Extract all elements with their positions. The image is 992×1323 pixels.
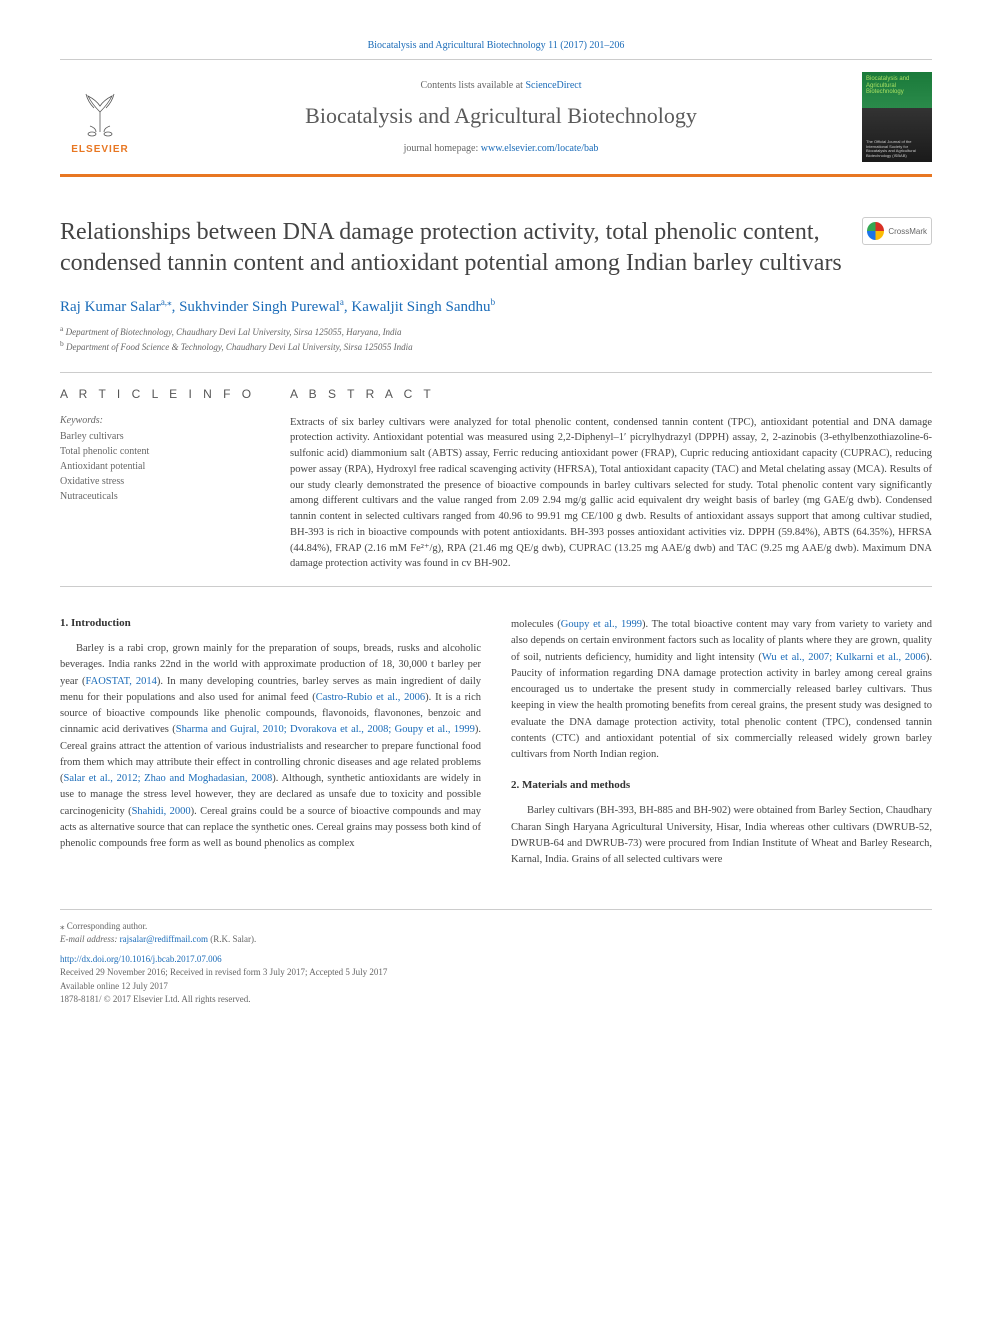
body-columns: 1. Introduction Barley is a rabi crop, g… bbox=[60, 617, 932, 868]
divider bbox=[60, 586, 932, 587]
issn-copyright: 1878-8181/ © 2017 Elsevier Ltd. All righ… bbox=[60, 993, 932, 1007]
intro-heading: 1. Introduction bbox=[60, 617, 481, 629]
affiliation-a: Department of Biotechnology, Chaudhary D… bbox=[66, 327, 402, 337]
abstract: A B S T R A C T Extracts of six barley c… bbox=[290, 387, 932, 573]
elsevier-tree-icon bbox=[70, 80, 130, 140]
sciencedirect-link[interactable]: ScienceDirect bbox=[525, 80, 581, 91]
ref-link[interactable]: Wu et al., 2007; Kulkarni et al., 2006 bbox=[762, 652, 926, 663]
column-right: molecules (Goupy et al., 1999). The tota… bbox=[511, 617, 932, 868]
crossmark-label: CrossMark bbox=[888, 227, 927, 236]
contents-prefix: Contents lists available at bbox=[420, 80, 525, 91]
intro-paragraph: Barley is a rabi crop, grown mainly for … bbox=[60, 641, 481, 852]
elsevier-wordmark: ELSEVIER bbox=[71, 144, 128, 155]
cover-title: Biocatalysis and Agricultural Biotechnol… bbox=[866, 76, 928, 96]
methods-heading: 2. Materials and methods bbox=[511, 779, 932, 791]
email-line: E-mail address: rajsalar@rediffmail.com … bbox=[60, 933, 932, 947]
ref-link[interactable]: Shahidi, 2000 bbox=[132, 806, 191, 817]
keywords-label: Keywords: bbox=[60, 415, 260, 426]
journal-cover-thumbnail[interactable]: Biocatalysis and Agricultural Biotechnol… bbox=[862, 72, 932, 162]
methods-paragraph: Barley cultivars (BH-393, BH-885 and BH-… bbox=[511, 803, 932, 868]
crossmark-icon bbox=[867, 222, 884, 240]
email-link[interactable]: rajsalar@rediffmail.com bbox=[120, 934, 208, 944]
affiliations: a Department of Biotechnology, Chaudhary… bbox=[60, 324, 932, 353]
article-info-heading: A R T I C L E I N F O bbox=[60, 387, 260, 401]
elsevier-logo[interactable]: ELSEVIER bbox=[60, 80, 140, 155]
author-3-affil: b bbox=[491, 297, 496, 307]
doi-link[interactable]: http://dx.doi.org/10.1016/j.bcab.2017.07… bbox=[60, 954, 222, 964]
ref-link[interactable]: Goupy et al., 1999 bbox=[561, 619, 642, 630]
masthead-center: Contents lists available at ScienceDirec… bbox=[140, 80, 862, 154]
ref-link[interactable]: Sharma and Gujral, 2010; Dvorakova et al… bbox=[176, 724, 475, 735]
ref-link[interactable]: Castro-Rubio et al., 2006 bbox=[316, 692, 425, 703]
article-title: Relationships between DNA damage protect… bbox=[60, 217, 932, 279]
article-info: A R T I C L E I N F O Keywords: Barley c… bbox=[60, 387, 260, 573]
divider bbox=[60, 372, 932, 373]
online-date: Available online 12 July 2017 bbox=[60, 980, 932, 994]
email-tail: (R.K. Salar). bbox=[208, 934, 256, 944]
journal-issue-link[interactable]: Biocatalysis and Agricultural Biotechnol… bbox=[60, 40, 932, 51]
keywords-list: Barley cultivars Total phenolic content … bbox=[60, 429, 260, 504]
homepage-link[interactable]: www.elsevier.com/locate/bab bbox=[481, 143, 599, 154]
email-label: E-mail address: bbox=[60, 934, 120, 944]
footer: ⁎ Corresponding author. E-mail address: … bbox=[60, 909, 932, 1007]
abstract-heading: A B S T R A C T bbox=[290, 387, 932, 401]
intro-paragraph-cont: molecules (Goupy et al., 1999). The tota… bbox=[511, 617, 932, 763]
cover-subtitle: The Official Journal of the Internationa… bbox=[866, 140, 928, 158]
ref-link[interactable]: FAOSTAT, 2014 bbox=[86, 676, 157, 687]
ref-link[interactable]: Salar et al., 2012; Zhao and Moghadasian… bbox=[64, 773, 273, 784]
corresponding-author: ⁎ Corresponding author. bbox=[60, 920, 932, 934]
info-abstract-row: A R T I C L E I N F O Keywords: Barley c… bbox=[60, 387, 932, 573]
contents-line: Contents lists available at ScienceDirec… bbox=[160, 80, 842, 91]
author-3[interactable]: , Kawaljit Singh Sandhu bbox=[344, 299, 491, 315]
homepage-prefix: journal homepage: bbox=[404, 143, 481, 154]
article-header: CrossMark Relationships between DNA dama… bbox=[60, 217, 932, 354]
column-left: 1. Introduction Barley is a rabi crop, g… bbox=[60, 617, 481, 868]
journal-name: Biocatalysis and Agricultural Biotechnol… bbox=[160, 103, 842, 129]
abstract-text: Extracts of six barley cultivars were an… bbox=[290, 415, 932, 573]
author-list: Raj Kumar Salara,⁎, Sukhvinder Singh Pur… bbox=[60, 297, 932, 316]
received-dates: Received 29 November 2016; Received in r… bbox=[60, 966, 932, 980]
crossmark-badge[interactable]: CrossMark bbox=[862, 217, 932, 245]
author-1[interactable]: Raj Kumar Salar bbox=[60, 299, 161, 315]
author-2[interactable]: , Sukhvinder Singh Purewal bbox=[172, 299, 340, 315]
homepage-line: journal homepage: www.elsevier.com/locat… bbox=[160, 143, 842, 154]
masthead: ELSEVIER Contents lists available at Sci… bbox=[60, 59, 932, 177]
affiliation-b: Department of Food Science & Technology,… bbox=[66, 342, 413, 352]
